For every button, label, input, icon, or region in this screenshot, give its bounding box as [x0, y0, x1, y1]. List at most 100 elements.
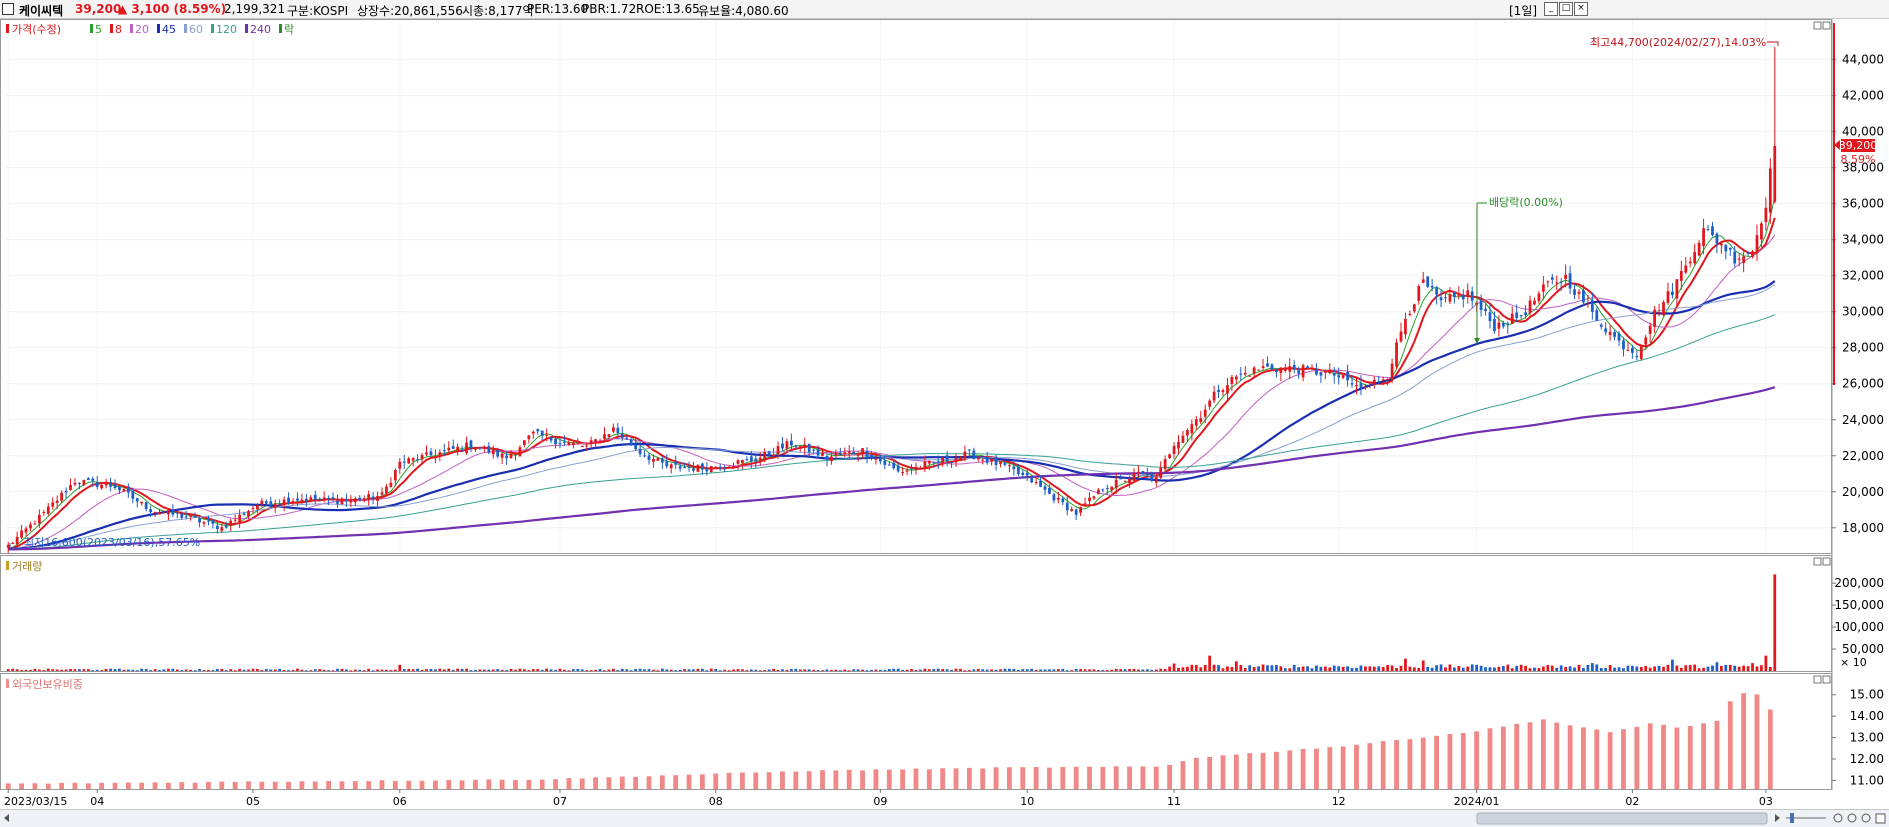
volume-bar: [434, 669, 437, 671]
ma-legend-label: 240: [250, 23, 271, 36]
candle-body: [11, 542, 15, 544]
candle-body: [104, 483, 108, 486]
period-button[interactable]: [1일]: [1509, 4, 1538, 18]
price-panel-close-icon[interactable]: [1822, 21, 1831, 30]
maximize-icon[interactable]: □: [1559, 2, 1573, 16]
volume-panel[interactable]: [0, 555, 1832, 672]
volume-bar: [923, 668, 927, 671]
price-panel-min-icon[interactable]: [1813, 21, 1822, 30]
volume-bar: [1123, 669, 1127, 671]
price-tick-label: 34,000: [1842, 233, 1884, 247]
candle-body: [95, 482, 99, 487]
candle-body: [1212, 391, 1216, 401]
volume-bar: [1119, 669, 1123, 671]
candle-body: [1613, 331, 1616, 337]
zoom-out-icon[interactable]: [1847, 813, 1857, 823]
volume-bar: [959, 668, 962, 671]
foreign-bar: [192, 782, 198, 789]
zoom-in-icon[interactable]: [1833, 813, 1843, 823]
settings-icon[interactable]: [1875, 813, 1886, 824]
scrollbar-thumb[interactable]: [1476, 812, 1768, 825]
volume-bar: [1506, 664, 1510, 671]
candle-body: [118, 486, 121, 491]
scroll-left-icon[interactable]: [4, 814, 9, 822]
volume-bar: [540, 669, 544, 671]
candle-body: [1666, 291, 1670, 303]
candle-body: [598, 440, 602, 442]
candle-body: [1052, 494, 1056, 501]
candle-body: [1453, 292, 1456, 297]
volume-bar: [260, 670, 264, 672]
volume-bar: [1773, 574, 1777, 671]
volume-bar: [1315, 665, 1318, 671]
scroll-right-icon[interactable]: [1775, 814, 1780, 822]
volume-bar: [1212, 664, 1216, 671]
volume-bar: [442, 669, 446, 671]
zoom-reset-icon[interactable]: [1861, 813, 1871, 823]
candle-body: [1662, 301, 1665, 316]
listed-shares: 상장수:20,861,556: [357, 4, 463, 18]
volume-bar: [153, 669, 157, 671]
foreign-bar: [232, 781, 238, 789]
volume-panel-close-icon[interactable]: [1822, 557, 1831, 566]
foreign-bar: [19, 783, 24, 789]
candle-body: [1372, 379, 1376, 385]
volume-bar: [1364, 666, 1367, 671]
foreign-panel-close-icon[interactable]: [1822, 675, 1831, 684]
volume-bar: [1177, 667, 1180, 671]
volume-bar: [1332, 665, 1336, 671]
volume-bar: [1724, 664, 1728, 671]
volume-bar: [1257, 666, 1260, 671]
foreign-bar: [900, 769, 906, 789]
candle-body: [1270, 364, 1274, 370]
foreign-bar: [112, 782, 118, 789]
window-box-icon[interactable]: [2, 3, 14, 15]
foreign-bar: [139, 782, 145, 789]
volume-bar: [1359, 665, 1363, 671]
minimize-icon[interactable]: _: [1544, 2, 1558, 16]
candle-body: [144, 502, 148, 510]
volume-bar: [478, 669, 482, 671]
foreign-bar: [366, 781, 372, 789]
candle-body: [607, 434, 611, 437]
candle-body: [638, 448, 642, 455]
volume-bar: [1444, 667, 1447, 671]
volume-bar: [999, 669, 1002, 671]
candle-body: [963, 451, 967, 459]
volume-legend-swatch: [6, 561, 9, 570]
volume-bar: [1586, 664, 1590, 671]
volume-bar: [874, 669, 878, 671]
candle-body: [1706, 228, 1710, 230]
x-tick-label: 12: [1332, 795, 1346, 808]
volume-bar: [340, 668, 344, 671]
volume-bar: [55, 669, 59, 671]
volume-bar: [1546, 665, 1550, 671]
high-annotation: 최고44,700(2024/02/27),14.03%: [1590, 36, 1766, 49]
candle-body: [1617, 333, 1621, 341]
foreign-bar: [5, 783, 11, 789]
volume-bar: [1114, 668, 1118, 671]
volume-bars: [6, 574, 1777, 672]
foreign-bar: [1567, 725, 1573, 789]
volume-bar: [1604, 668, 1608, 671]
volume-bar: [794, 668, 798, 671]
volume-panel-min-icon[interactable]: [1813, 557, 1822, 566]
candle-body: [669, 464, 673, 469]
price-legend-label: 가격(수정): [12, 23, 61, 36]
volume-bar: [509, 668, 513, 671]
zoom-slider-handle[interactable]: [1790, 813, 1794, 823]
foreign-panel-min-icon[interactable]: [1813, 675, 1822, 684]
foreign-bar: [312, 781, 318, 789]
volume-tick-label: 100,000: [1834, 620, 1884, 634]
chart-area[interactable]: 18,000 20,000 22,000 24,000 26,000 28,000 30,0…: [0, 19, 1889, 809]
foreign-bar: [686, 774, 692, 789]
candle-body: [781, 443, 784, 449]
candle-body: [1297, 370, 1301, 374]
ma-legend-label: 60: [189, 23, 203, 36]
foreign-bar: [392, 780, 398, 789]
volume-bar: [816, 670, 820, 672]
volume-bar: [1234, 661, 1238, 671]
volume-bar: [60, 669, 64, 671]
close-icon[interactable]: ×: [1574, 2, 1588, 16]
ma-legend-label: 45: [162, 23, 176, 36]
